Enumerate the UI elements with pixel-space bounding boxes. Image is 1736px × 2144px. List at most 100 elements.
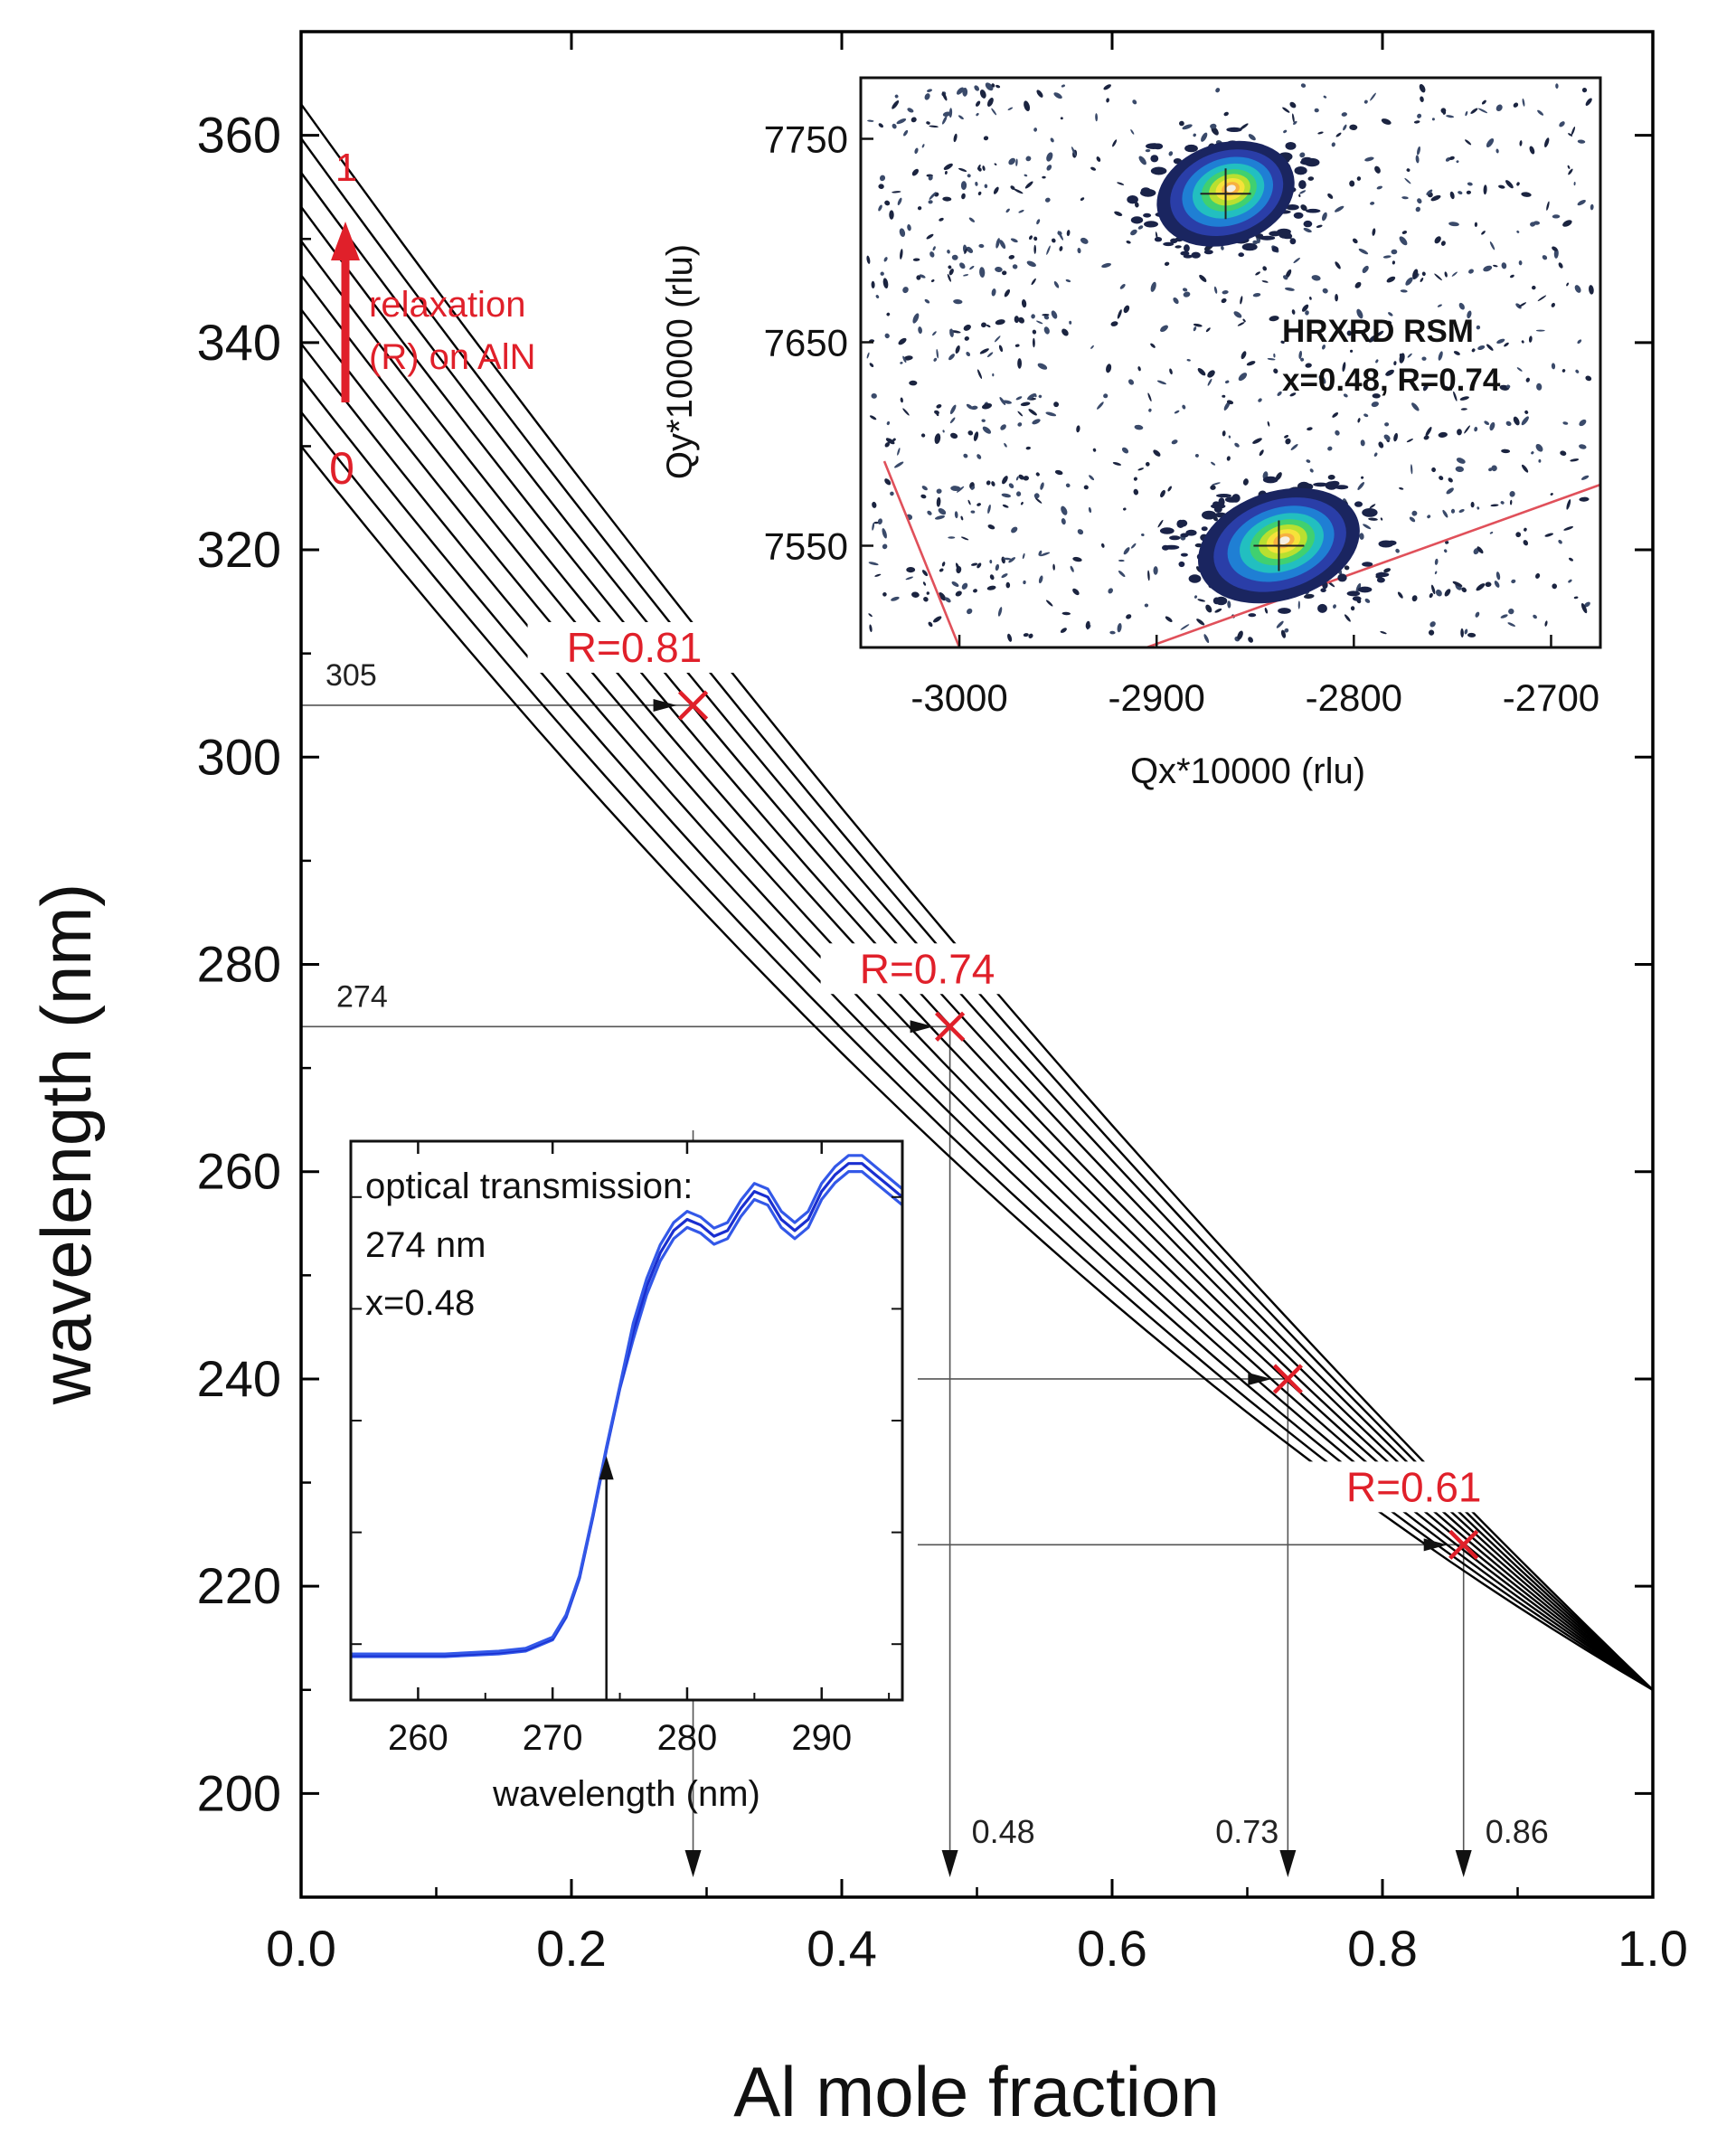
rsm-noise-dot [1476, 325, 1481, 330]
rsm-noise-dot [1123, 507, 1127, 511]
rsm-noise-dot [1507, 622, 1516, 627]
rsm-noise-dot [1110, 321, 1118, 326]
rsm-noise-dot [1061, 84, 1065, 88]
rsm-noise-dot [1386, 320, 1392, 325]
rsm-noise-dot [1002, 504, 1009, 508]
rsm-noise-dot [970, 510, 976, 514]
rsm-noise-dot [1234, 442, 1240, 448]
rsm-noise-dot [1042, 175, 1046, 179]
rsm-noise-dot [1298, 194, 1301, 197]
rsm-y-tick-label: 7550 [764, 525, 848, 568]
rsm-noise-dot [1580, 603, 1588, 614]
rsm-noise-dot [1045, 600, 1053, 607]
rsm-noise-dot [1031, 314, 1035, 319]
rsm-noise-dot [989, 560, 993, 564]
rsm-peak-speck [1293, 212, 1304, 219]
rsm-noise-dot [934, 433, 941, 444]
rsm-noise-dot [947, 274, 951, 282]
rsm-noise-dot [1372, 228, 1376, 236]
rsm-noise-dot [866, 352, 870, 359]
rsm-noise-dot [1585, 98, 1592, 106]
rsm-noise-dot [1350, 606, 1355, 611]
measured-points: R=0.81 R=0.74 R=0.61 [527, 621, 1521, 1560]
rsm-noise-dot [1311, 275, 1321, 281]
rsm-noise-dot [1374, 165, 1381, 174]
rsm-noise-dot [882, 592, 887, 597]
rsm-noise-dot [1096, 156, 1101, 162]
rsm-noise-dot [1464, 628, 1468, 635]
rsm-noise-dot [1280, 629, 1287, 638]
transmission-arrow-head [599, 1456, 614, 1480]
rsm-noise-dot [1293, 257, 1300, 264]
rsm-noise-dot [1148, 408, 1152, 412]
rsm-noise-dot [1283, 129, 1288, 134]
rsm-noise-dot [1381, 118, 1392, 125]
rsm-noise-dot [1363, 413, 1369, 418]
rsm-noise-dot [1008, 157, 1016, 165]
rsm-noise-dot [1004, 288, 1011, 298]
point-marker [677, 690, 709, 721]
rsm-noise-dot [1388, 312, 1393, 316]
rsm-noise-dot [1574, 285, 1581, 293]
rsm-noise-dot [1284, 287, 1295, 291]
rsm-noise-dot [1528, 335, 1533, 343]
rsm-noise-dot [1157, 519, 1164, 528]
rsm-noise-dot [1060, 628, 1067, 633]
rsm-noise-dot [1579, 419, 1587, 427]
rsm-noise-dot [993, 186, 999, 194]
rsm-peak-speck [1337, 573, 1347, 582]
rsm-noise-dot [1088, 506, 1092, 514]
rsm-noise-dot [1399, 236, 1408, 246]
rsm-noise-dot [1046, 165, 1052, 171]
rsm-noise-dot [1011, 526, 1018, 534]
rsm-noise-dot [1017, 358, 1022, 369]
rsm-noise-dot [1529, 146, 1535, 155]
rsm-noise-dot [1304, 593, 1315, 600]
rsm-noise-dot [1237, 630, 1243, 640]
rsm-peak-speck [1140, 188, 1156, 197]
rsm-peak-speck [1170, 238, 1178, 244]
rsm-noise-dot [879, 175, 886, 182]
rsm-boundary-line [1146, 483, 1601, 649]
rsm-noise-dot [955, 345, 960, 354]
rsm-peak-speck [1278, 608, 1291, 614]
rsm-noise-dot [1003, 557, 1012, 561]
rsm-noise-dot [1458, 302, 1465, 310]
rsm-noise-dot [1393, 361, 1397, 365]
rsm-noise-dot [1415, 155, 1420, 164]
rsm-noise-dot [1467, 182, 1473, 186]
rsm-noise-dot [1033, 128, 1038, 132]
rsm-peak-speck [1218, 497, 1225, 506]
rsm-noise-dot [964, 248, 967, 254]
rsm-noise-dot [981, 402, 993, 410]
rsm-noise-dot [1470, 501, 1475, 508]
rsm-noise-dot [1516, 367, 1523, 372]
rsm-noise-dot [892, 123, 897, 129]
transmission-annotation-line-3: x=0.48 [365, 1283, 475, 1323]
rsm-noise-dot [900, 249, 903, 260]
rsm-noise-dot [1429, 629, 1435, 636]
rsm-noise-dot [1317, 131, 1324, 135]
rsm-noise-dot [960, 536, 969, 541]
rsm-noise-dot [892, 191, 901, 194]
rsm-noise-dot [1464, 425, 1471, 434]
rsm-peak-speck [1301, 156, 1314, 165]
rsm-noise-dot [1290, 444, 1298, 450]
rsm-noise-dot [1285, 269, 1292, 279]
rsm-noise-dot [930, 279, 935, 282]
rsm-noise-dot [1024, 100, 1031, 112]
rsm-noise-dot [1080, 197, 1085, 201]
rsm-noise-dot [885, 438, 895, 445]
rsm-noise-dot [1356, 308, 1363, 319]
rsm-noise-dot [1283, 275, 1288, 280]
rsm-noise-dot [1489, 241, 1495, 250]
rsm-noise-dot [1563, 525, 1574, 531]
rsm-noise-dot [977, 167, 982, 172]
rsm-noise-dot [1358, 248, 1369, 255]
transmission-x-tick-label: 290 [791, 1718, 852, 1758]
rsm-noise-dot [1455, 466, 1464, 473]
rsm-noise-dot [1410, 464, 1413, 475]
rsm-noise-dot [1252, 293, 1261, 298]
rsm-noise-dot [967, 499, 971, 505]
rsm-noise-dot [1439, 476, 1444, 481]
